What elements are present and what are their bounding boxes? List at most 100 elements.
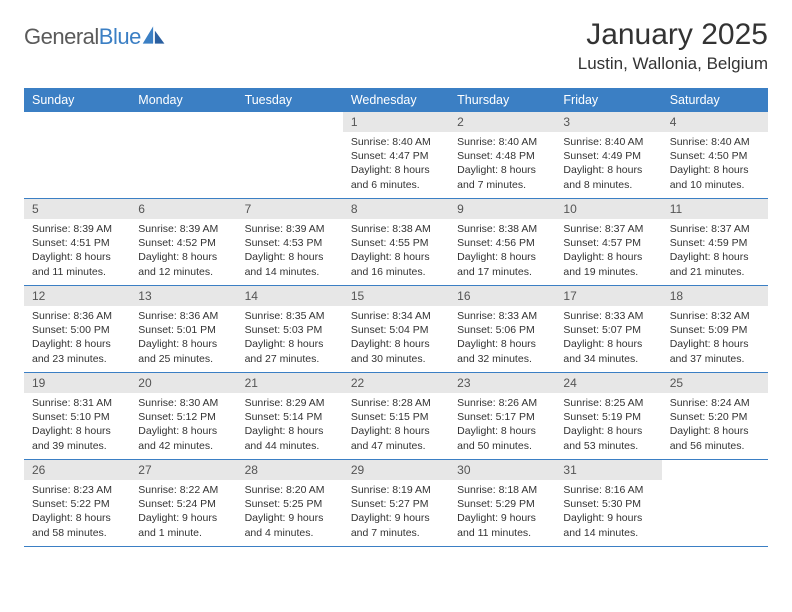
sunset-text: Sunset: 5:10 PM: [32, 410, 122, 424]
sunrise-text: Sunrise: 8:38 AM: [457, 222, 547, 236]
brand-text: GeneralBlue: [24, 24, 141, 50]
daylight-text: Daylight: 9 hours and 11 minutes.: [457, 511, 547, 539]
day-cell: 10Sunrise: 8:37 AMSunset: 4:57 PMDayligh…: [555, 199, 661, 285]
day-info: Sunrise: 8:33 AMSunset: 5:07 PMDaylight:…: [555, 306, 661, 372]
day-number: 22: [343, 373, 449, 393]
daylight-text: Daylight: 8 hours and 30 minutes.: [351, 337, 441, 365]
day-cell: 19Sunrise: 8:31 AMSunset: 5:10 PMDayligh…: [24, 373, 130, 459]
day-info: Sunrise: 8:23 AMSunset: 5:22 PMDaylight:…: [24, 480, 130, 546]
brand-part2: Blue: [99, 24, 141, 49]
day-info: Sunrise: 8:39 AMSunset: 4:52 PMDaylight:…: [130, 219, 236, 285]
sunset-text: Sunset: 5:01 PM: [138, 323, 228, 337]
sunrise-text: Sunrise: 8:35 AM: [245, 309, 335, 323]
sunset-text: Sunset: 4:57 PM: [563, 236, 653, 250]
daylight-text: Daylight: 8 hours and 37 minutes.: [670, 337, 760, 365]
daylight-text: Daylight: 9 hours and 1 minute.: [138, 511, 228, 539]
day-cell: 26Sunrise: 8:23 AMSunset: 5:22 PMDayligh…: [24, 460, 130, 546]
sunrise-text: Sunrise: 8:40 AM: [457, 135, 547, 149]
day-cell: [237, 112, 343, 198]
day-cell: 9Sunrise: 8:38 AMSunset: 4:56 PMDaylight…: [449, 199, 555, 285]
sunrise-text: Sunrise: 8:30 AM: [138, 396, 228, 410]
day-info: Sunrise: 8:26 AMSunset: 5:17 PMDaylight:…: [449, 393, 555, 459]
day-info: Sunrise: 8:30 AMSunset: 5:12 PMDaylight:…: [130, 393, 236, 459]
sunset-text: Sunset: 4:59 PM: [670, 236, 760, 250]
dow-monday: Monday: [130, 88, 236, 112]
day-cell: 22Sunrise: 8:28 AMSunset: 5:15 PMDayligh…: [343, 373, 449, 459]
day-info: Sunrise: 8:29 AMSunset: 5:14 PMDaylight:…: [237, 393, 343, 459]
day-number: 26: [24, 460, 130, 480]
sunset-text: Sunset: 5:24 PM: [138, 497, 228, 511]
day-info: Sunrise: 8:36 AMSunset: 5:01 PMDaylight:…: [130, 306, 236, 372]
daylight-text: Daylight: 8 hours and 53 minutes.: [563, 424, 653, 452]
daylight-text: Daylight: 8 hours and 23 minutes.: [32, 337, 122, 365]
sunset-text: Sunset: 5:27 PM: [351, 497, 441, 511]
sunrise-text: Sunrise: 8:40 AM: [563, 135, 653, 149]
week-row: 26Sunrise: 8:23 AMSunset: 5:22 PMDayligh…: [24, 460, 768, 547]
daylight-text: Daylight: 8 hours and 6 minutes.: [351, 163, 441, 191]
sunrise-text: Sunrise: 8:40 AM: [670, 135, 760, 149]
day-number: 16: [449, 286, 555, 306]
sunrise-text: Sunrise: 8:29 AM: [245, 396, 335, 410]
day-info: Sunrise: 8:40 AMSunset: 4:48 PMDaylight:…: [449, 132, 555, 198]
day-info: Sunrise: 8:33 AMSunset: 5:06 PMDaylight:…: [449, 306, 555, 372]
day-number: 4: [662, 112, 768, 132]
sunset-text: Sunset: 4:52 PM: [138, 236, 228, 250]
sunrise-text: Sunrise: 8:36 AM: [32, 309, 122, 323]
daylight-text: Daylight: 8 hours and 12 minutes.: [138, 250, 228, 278]
day-info: Sunrise: 8:40 AMSunset: 4:47 PMDaylight:…: [343, 132, 449, 198]
day-info: Sunrise: 8:40 AMSunset: 4:50 PMDaylight:…: [662, 132, 768, 198]
day-number: 7: [237, 199, 343, 219]
dow-thursday: Thursday: [449, 88, 555, 112]
dow-wednesday: Wednesday: [343, 88, 449, 112]
daylight-text: Daylight: 9 hours and 4 minutes.: [245, 511, 335, 539]
day-number: 6: [130, 199, 236, 219]
header: GeneralBlue January 2025 Lustin, Walloni…: [24, 18, 768, 74]
day-cell: [24, 112, 130, 198]
day-number: 1: [343, 112, 449, 132]
sunrise-text: Sunrise: 8:19 AM: [351, 483, 441, 497]
sunrise-text: Sunrise: 8:16 AM: [563, 483, 653, 497]
sunset-text: Sunset: 5:09 PM: [670, 323, 760, 337]
daylight-text: Daylight: 8 hours and 32 minutes.: [457, 337, 547, 365]
dow-tuesday: Tuesday: [237, 88, 343, 112]
dow-friday: Friday: [555, 88, 661, 112]
day-cell: 12Sunrise: 8:36 AMSunset: 5:00 PMDayligh…: [24, 286, 130, 372]
daylight-text: Daylight: 8 hours and 47 minutes.: [351, 424, 441, 452]
sunset-text: Sunset: 4:49 PM: [563, 149, 653, 163]
day-number: 23: [449, 373, 555, 393]
week-row: 5Sunrise: 8:39 AMSunset: 4:51 PMDaylight…: [24, 199, 768, 286]
calendar: Sunday Monday Tuesday Wednesday Thursday…: [24, 88, 768, 547]
day-cell: 17Sunrise: 8:33 AMSunset: 5:07 PMDayligh…: [555, 286, 661, 372]
day-cell: 25Sunrise: 8:24 AMSunset: 5:20 PMDayligh…: [662, 373, 768, 459]
day-number: 5: [24, 199, 130, 219]
day-info: Sunrise: 8:32 AMSunset: 5:09 PMDaylight:…: [662, 306, 768, 372]
sunrise-text: Sunrise: 8:18 AM: [457, 483, 547, 497]
sunrise-text: Sunrise: 8:24 AM: [670, 396, 760, 410]
day-cell: 24Sunrise: 8:25 AMSunset: 5:19 PMDayligh…: [555, 373, 661, 459]
daylight-text: Daylight: 8 hours and 14 minutes.: [245, 250, 335, 278]
week-row: 12Sunrise: 8:36 AMSunset: 5:00 PMDayligh…: [24, 286, 768, 373]
day-info: Sunrise: 8:39 AMSunset: 4:51 PMDaylight:…: [24, 219, 130, 285]
day-cell: 21Sunrise: 8:29 AMSunset: 5:14 PMDayligh…: [237, 373, 343, 459]
day-info: Sunrise: 8:39 AMSunset: 4:53 PMDaylight:…: [237, 219, 343, 285]
weeks-container: 1Sunrise: 8:40 AMSunset: 4:47 PMDaylight…: [24, 112, 768, 547]
sunrise-text: Sunrise: 8:32 AM: [670, 309, 760, 323]
day-info: Sunrise: 8:37 AMSunset: 4:57 PMDaylight:…: [555, 219, 661, 285]
sunrise-text: Sunrise: 8:39 AM: [32, 222, 122, 236]
daylight-text: Daylight: 8 hours and 16 minutes.: [351, 250, 441, 278]
day-cell: 14Sunrise: 8:35 AMSunset: 5:03 PMDayligh…: [237, 286, 343, 372]
day-cell: 30Sunrise: 8:18 AMSunset: 5:29 PMDayligh…: [449, 460, 555, 546]
daylight-text: Daylight: 9 hours and 7 minutes.: [351, 511, 441, 539]
sunrise-text: Sunrise: 8:39 AM: [138, 222, 228, 236]
daylight-text: Daylight: 8 hours and 50 minutes.: [457, 424, 547, 452]
day-number: 29: [343, 460, 449, 480]
sunset-text: Sunset: 5:19 PM: [563, 410, 653, 424]
daylight-text: Daylight: 8 hours and 10 minutes.: [670, 163, 760, 191]
sunset-text: Sunset: 4:48 PM: [457, 149, 547, 163]
day-number: 31: [555, 460, 661, 480]
sunrise-text: Sunrise: 8:22 AM: [138, 483, 228, 497]
sunrise-text: Sunrise: 8:36 AM: [138, 309, 228, 323]
dow-sunday: Sunday: [24, 88, 130, 112]
day-number: 24: [555, 373, 661, 393]
day-info: Sunrise: 8:22 AMSunset: 5:24 PMDaylight:…: [130, 480, 236, 546]
